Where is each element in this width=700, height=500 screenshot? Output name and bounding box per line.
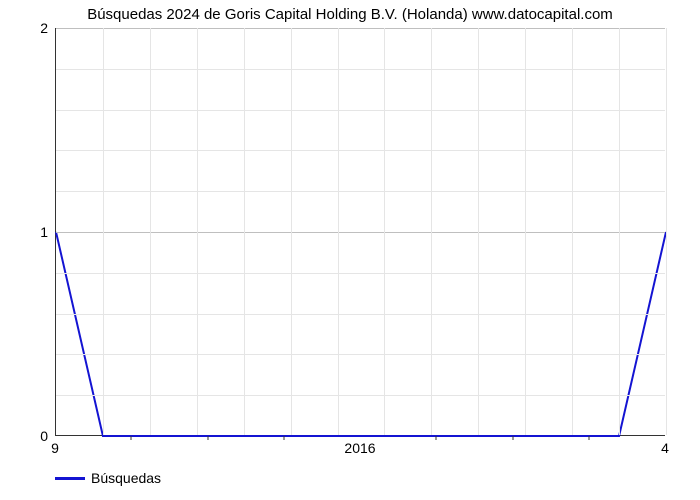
gridline-h [56,273,665,274]
gridline-h [56,314,665,315]
x-minor-tick [131,436,132,440]
x-corner-label: 4 [661,440,669,456]
gridline-h [56,354,665,355]
gridline-v [666,28,667,435]
x-minor-tick [207,436,208,440]
gridline-v [338,28,339,435]
gridline-h [56,28,665,29]
y-axis-label: 2 [8,20,48,36]
gridline-h [56,395,665,396]
x-minor-tick [512,436,513,440]
gridline-h [56,232,665,233]
x-minor-tick [588,436,589,440]
gridline-v [478,28,479,435]
series-line [56,232,666,436]
gridline-v [619,28,620,435]
gridline-h [56,69,665,70]
y-axis-label: 0 [8,428,48,444]
plot-area [55,28,665,436]
gridline-v [384,28,385,435]
chart-title: Búsquedas 2024 de Goris Capital Holding … [0,6,700,23]
x-minor-tick [436,436,437,440]
gridline-v [525,28,526,435]
y-axis-label: 1 [8,224,48,240]
legend-label: Búsquedas [91,470,161,486]
x-minor-tick [283,436,284,440]
gridline-h [56,150,665,151]
gridline-v [431,28,432,435]
gridline-v [103,28,104,435]
x-axis-label: 2016 [344,440,375,456]
gridline-v [572,28,573,435]
gridline-v [291,28,292,435]
legend: Búsquedas [55,470,161,486]
x-corner-label: 9 [51,440,59,456]
gridline-v [197,28,198,435]
gridline-v [244,28,245,435]
legend-swatch [55,477,85,480]
gridline-h [56,191,665,192]
gridline-v [150,28,151,435]
gridline-h [56,110,665,111]
